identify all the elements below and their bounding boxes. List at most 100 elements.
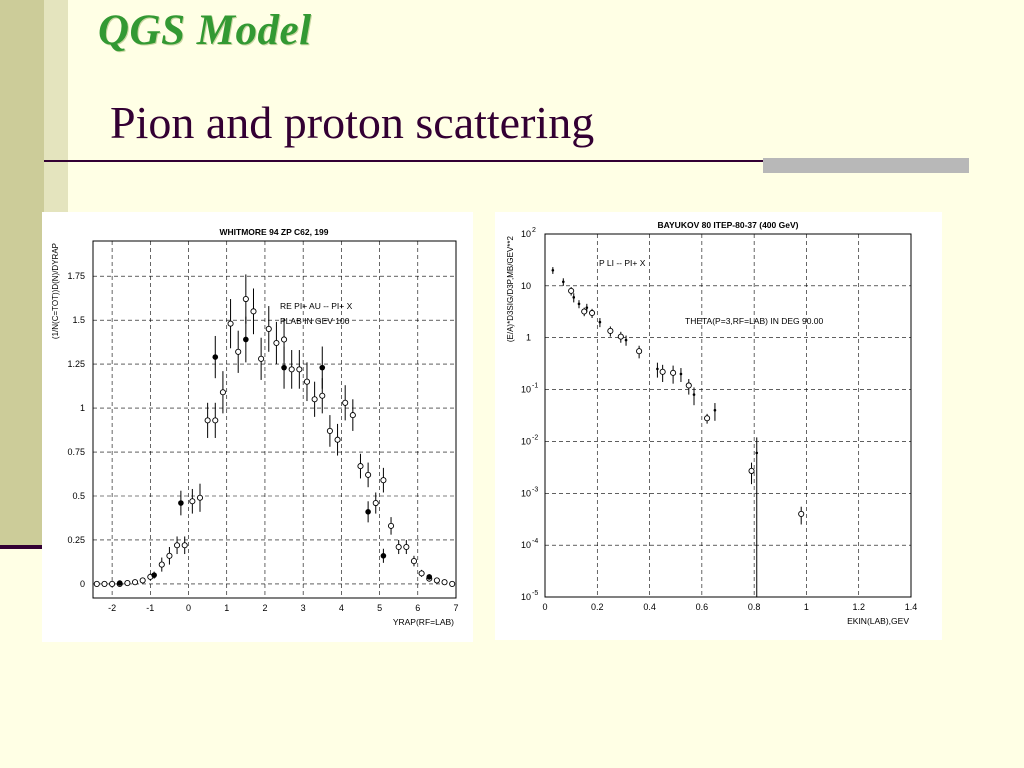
data-point bbox=[243, 336, 249, 343]
data-point bbox=[589, 309, 596, 317]
data-point bbox=[659, 368, 666, 375]
data-point bbox=[166, 552, 173, 559]
x-tick-label: -1 bbox=[146, 603, 154, 613]
data-point bbox=[227, 320, 234, 327]
x-tick-label: 0 bbox=[542, 602, 547, 612]
kinetic-energy-chart: 0 0.2 0.4 0.6 0.8 1 1.2 1.410-510-410-310-210-1… bbox=[506, 220, 918, 626]
data-point bbox=[189, 498, 196, 505]
y-tick-label: 10 bbox=[521, 488, 531, 498]
y-tick-exponent: 2 bbox=[532, 227, 536, 234]
data-point bbox=[572, 296, 576, 299]
data-point bbox=[212, 417, 219, 424]
x-tick-label: 1 bbox=[804, 602, 809, 612]
y-tick-exponent: -2 bbox=[532, 434, 538, 441]
data-point bbox=[624, 338, 628, 342]
plot-frame bbox=[92, 240, 457, 599]
y-tick-label: 0.5 bbox=[72, 491, 85, 501]
chart-annotation: PLAB IN GEV 100 bbox=[280, 316, 350, 326]
data-point bbox=[281, 336, 288, 343]
x-tick-label: 0.4 bbox=[643, 602, 656, 612]
data-point bbox=[93, 580, 100, 587]
y-tick-label: 10 bbox=[521, 436, 531, 446]
x-tick-label: 0.2 bbox=[591, 602, 604, 612]
x-tick-label: 0.8 bbox=[748, 602, 761, 612]
chart-annotation: THETA(P=3,RF=LAB) IN DEG 90.00 bbox=[685, 316, 824, 326]
data-point bbox=[101, 580, 108, 587]
x-tick-label: 4 bbox=[339, 603, 344, 613]
y-tick-label: 0.75 bbox=[67, 447, 85, 457]
y-tick-label: 10 bbox=[521, 281, 531, 291]
x-tick-label: 1.4 bbox=[905, 602, 918, 612]
data-point bbox=[607, 327, 614, 335]
x-tick-label: 2 bbox=[262, 603, 267, 613]
data-point bbox=[656, 367, 659, 371]
y-tick-label: 1.5 bbox=[72, 315, 85, 325]
data-point bbox=[679, 372, 683, 376]
data-point bbox=[365, 509, 371, 515]
y-tick-exponent: -1 bbox=[532, 383, 538, 390]
data-point bbox=[798, 510, 805, 517]
plot-frame bbox=[544, 233, 912, 598]
data-point bbox=[433, 577, 440, 584]
y-tick-label: 10 bbox=[521, 229, 531, 239]
chart-annotation: RE PI+ AU -- PI+ X bbox=[280, 301, 353, 311]
chart-title: BAYUKOV 80 ITEP-80-37 (400 GeV) bbox=[658, 220, 799, 230]
data-point bbox=[131, 579, 139, 586]
kinetic-energy-chart-panel: 0 0.2 0.4 0.6 0.8 1 1.2 1.4 10 -5 10 -4 10 -3 10 -2 10 -1… bbox=[495, 212, 942, 640]
data-point bbox=[426, 574, 433, 580]
x-tick-label: 0.6 bbox=[696, 602, 709, 612]
x-tick-label: 6 bbox=[415, 603, 420, 613]
x-tick-label: 0 bbox=[186, 603, 191, 613]
data-point bbox=[704, 415, 711, 422]
y-tick-base: 10 bbox=[521, 229, 531, 239]
side-strip bbox=[0, 0, 44, 545]
x-tick-label: 3 bbox=[301, 603, 306, 613]
data-point bbox=[181, 542, 188, 549]
x-tick-label: 7 bbox=[453, 603, 458, 613]
data-point bbox=[174, 542, 181, 549]
data-point bbox=[395, 543, 402, 551]
data-point bbox=[178, 500, 184, 506]
y-tick-base: 10 bbox=[521, 281, 531, 291]
y-tick-base: 10 bbox=[521, 436, 531, 446]
data-point bbox=[577, 302, 581, 306]
data-point bbox=[281, 364, 287, 371]
y-tick-exponent: -5 bbox=[532, 590, 538, 597]
data-point bbox=[685, 382, 692, 389]
data-point bbox=[342, 399, 349, 406]
data-point bbox=[296, 366, 303, 373]
data-point bbox=[116, 580, 123, 586]
chart-annotation: P LI -- PI+ X bbox=[599, 258, 646, 268]
data-point bbox=[196, 494, 204, 501]
data-point bbox=[139, 577, 146, 584]
y-tick-base: 10 bbox=[521, 385, 531, 395]
data-point bbox=[212, 354, 219, 360]
data-point bbox=[692, 393, 696, 396]
data-point bbox=[303, 378, 311, 385]
data-point bbox=[380, 477, 387, 484]
data-point bbox=[403, 543, 410, 551]
data-point bbox=[349, 412, 356, 419]
title-rule bbox=[44, 160, 969, 162]
data-point bbox=[151, 572, 157, 578]
y-tick-label: 10 bbox=[521, 540, 531, 550]
y-tick-base: 1 bbox=[526, 333, 531, 343]
y-tick-label: 10 bbox=[521, 592, 531, 602]
data-point bbox=[585, 306, 589, 309]
y-tick-base: 10 bbox=[521, 488, 531, 498]
y-tick-label: 0.25 bbox=[67, 535, 85, 545]
data-point bbox=[319, 364, 326, 371]
x-tick-label: 5 bbox=[377, 603, 382, 613]
data-point bbox=[636, 348, 643, 355]
data-point bbox=[748, 467, 755, 474]
y-tick-label: 1 bbox=[526, 333, 531, 343]
data-point bbox=[365, 471, 372, 478]
data-point bbox=[568, 287, 575, 294]
y-tick-label: 1 bbox=[80, 403, 85, 413]
x-tick-label: 1 bbox=[224, 603, 229, 613]
data-point bbox=[380, 552, 387, 559]
y-tick-label: 0 bbox=[80, 579, 85, 589]
data-point bbox=[258, 355, 265, 362]
data-point bbox=[449, 580, 456, 587]
data-point bbox=[288, 366, 295, 373]
